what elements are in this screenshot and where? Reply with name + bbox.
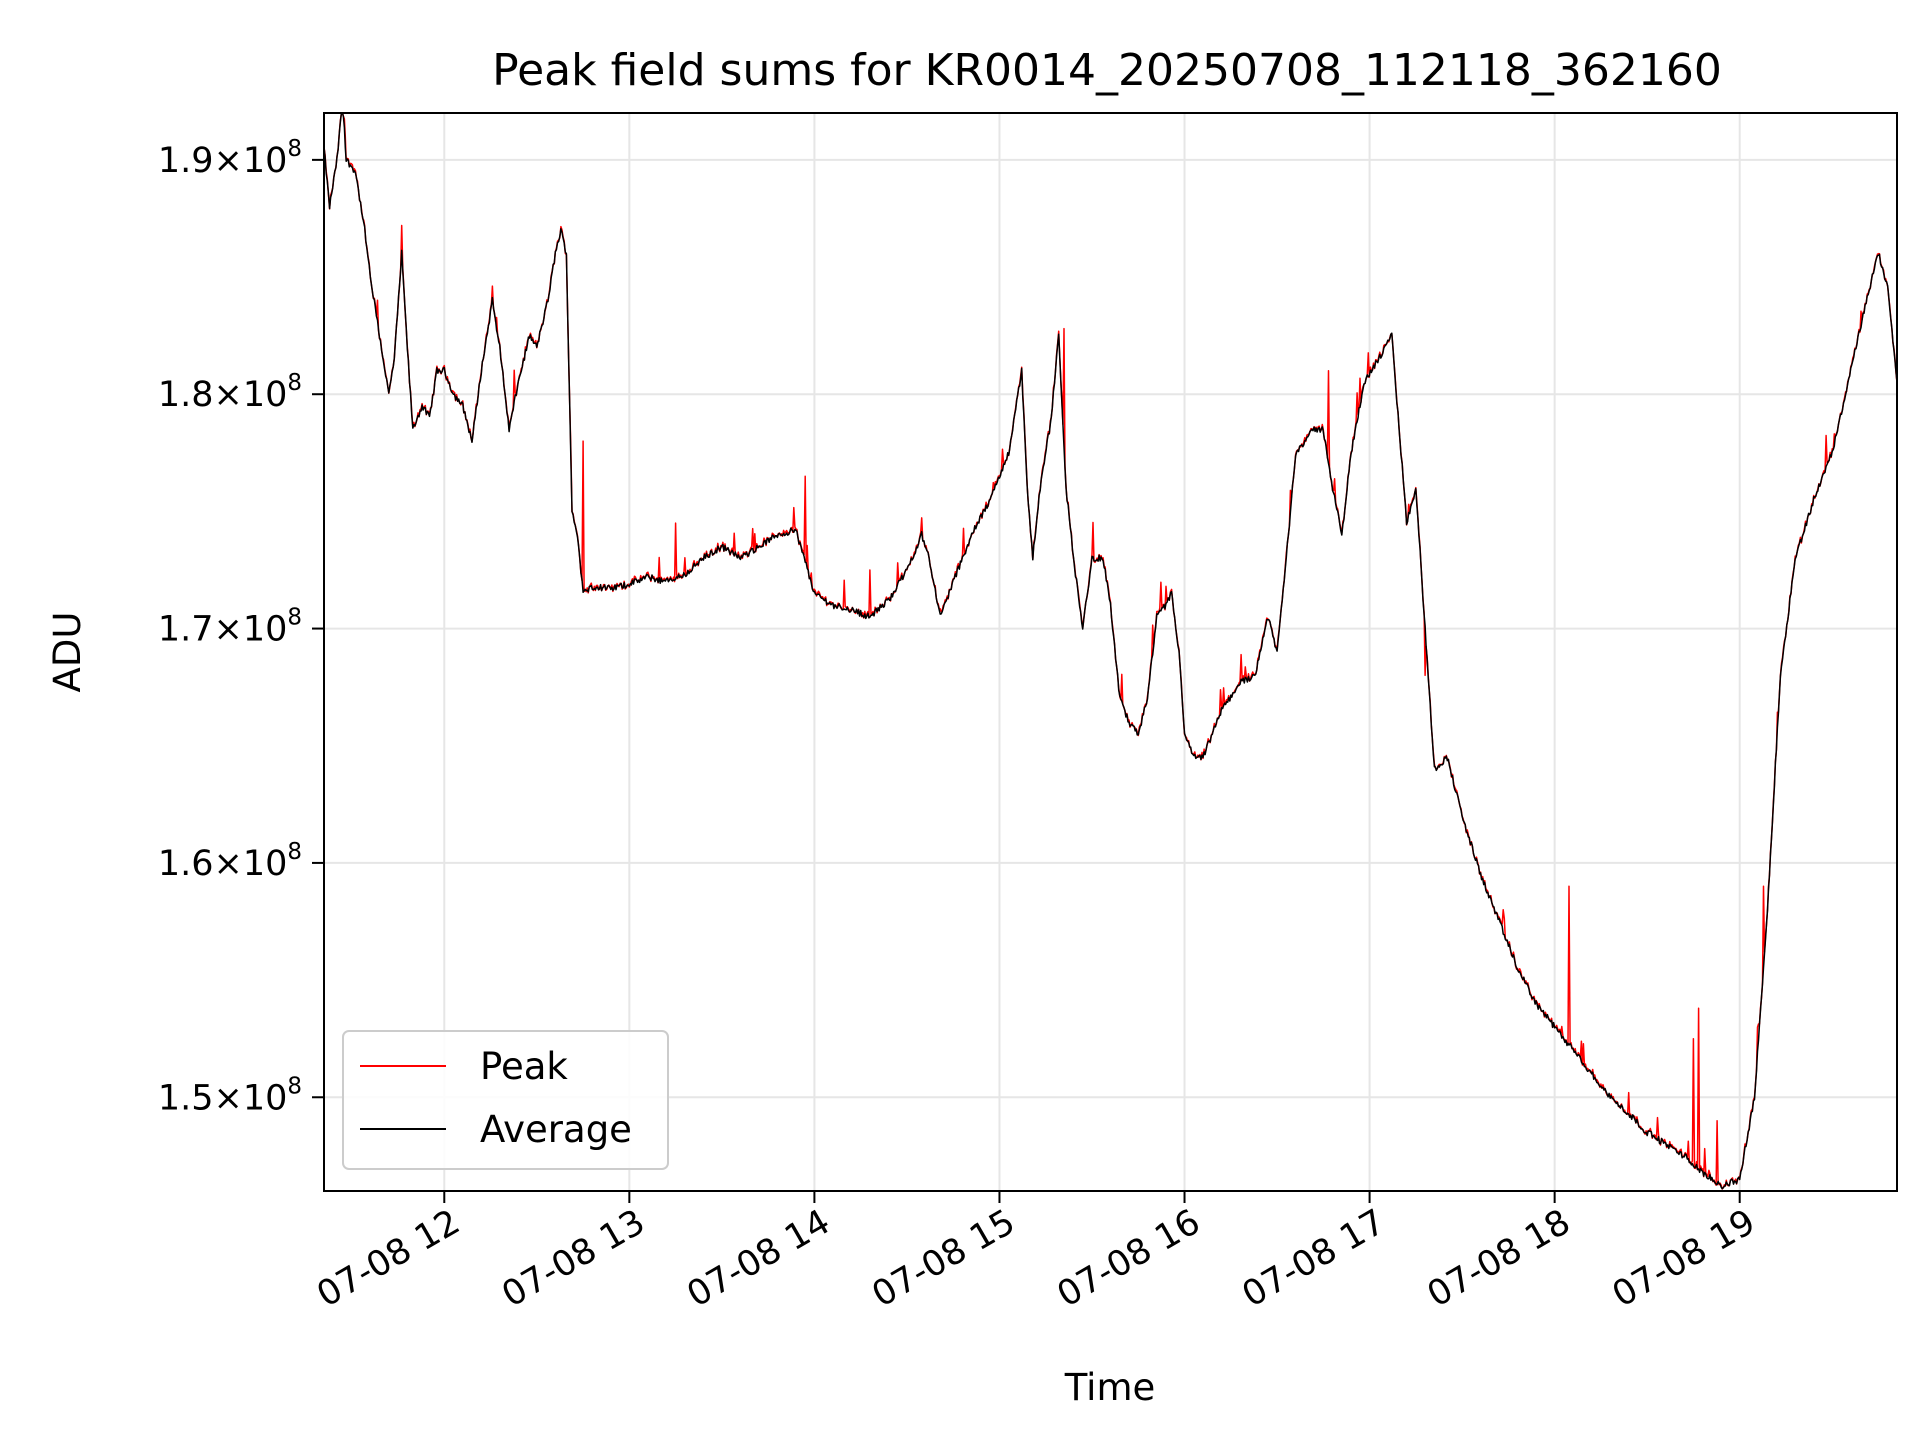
y-tick-label: 1.9×108 <box>158 136 302 181</box>
x-tick-label: 07-08 14 <box>681 1202 837 1315</box>
legend-label-peak: Peak <box>480 1045 568 1088</box>
series-line-peak <box>323 112 1898 1190</box>
x-tick-label: 07-08 15 <box>866 1202 1022 1315</box>
x-tick-label: 07-08 17 <box>1236 1202 1392 1315</box>
series-line-average <box>323 112 1898 1190</box>
y-axis: 1.5×108 1.6×108 1.7×108 1.8×108 1.9×108 <box>158 136 324 1118</box>
x-tick-label: 07-08 18 <box>1421 1202 1577 1315</box>
chart-title: Peak field sums for KR0014_20250708_1121… <box>492 45 1722 96</box>
plot-area <box>323 112 1898 1190</box>
y-tick-label: 1.7×108 <box>158 605 302 650</box>
x-tick-label: 07-08 16 <box>1051 1202 1207 1315</box>
x-tick-label: 07-08 12 <box>310 1202 466 1315</box>
x-axis: 07-08 12 07-08 13 07-08 14 07-08 15 07-08 16… <box>310 1191 1762 1315</box>
x-axis-label: Time <box>1064 1366 1156 1409</box>
y-tick-label: 1.5×108 <box>158 1073 302 1118</box>
x-tick-label: 07-08 13 <box>496 1202 652 1315</box>
y-axis-label: ADU <box>46 612 89 693</box>
y-tick-label: 1.6×108 <box>158 839 302 884</box>
grid-lines <box>324 113 1897 1191</box>
plot-frame <box>323 112 1898 1192</box>
y-tick-label: 1.8×108 <box>158 370 302 415</box>
legend: Peak Average <box>342 1030 669 1170</box>
x-tick-label: 07-08 19 <box>1606 1202 1762 1315</box>
legend-label-average: Average <box>480 1108 632 1151</box>
